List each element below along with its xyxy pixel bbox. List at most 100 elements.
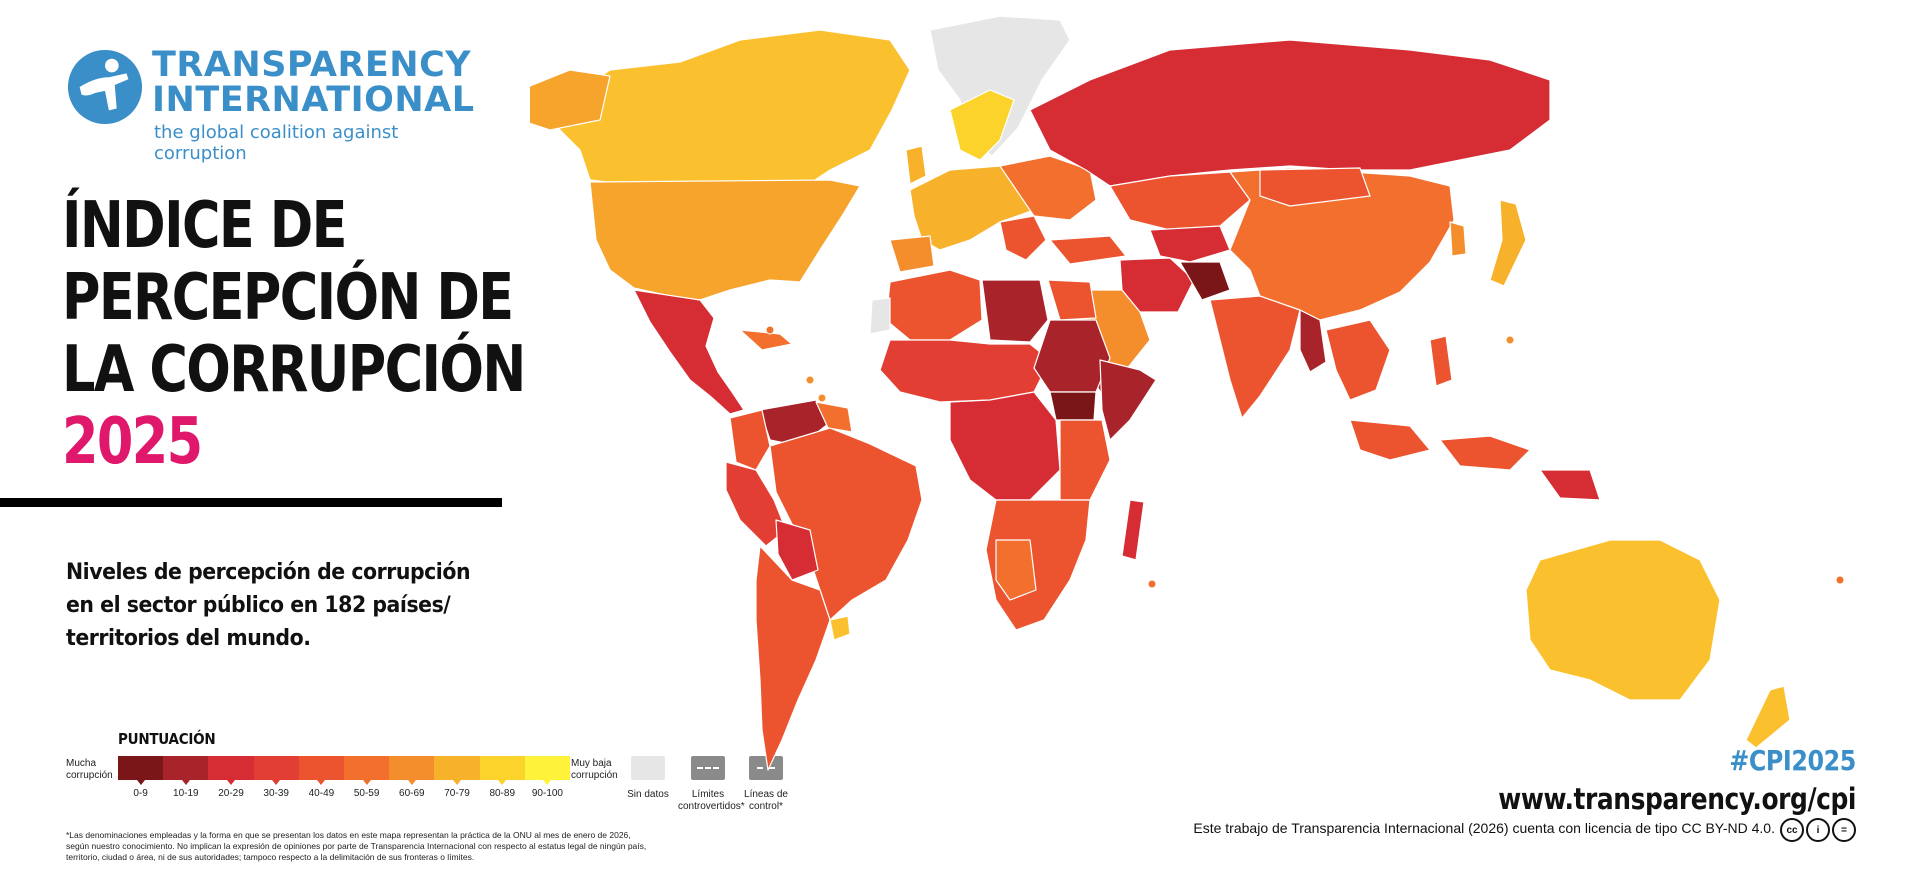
region-korea (1449, 221, 1467, 257)
island-marker (1505, 335, 1515, 345)
region-usa (589, 179, 861, 301)
nd-icon: = (1832, 818, 1856, 842)
logo-tagline: the global coalition against corruption (154, 122, 399, 164)
legend-ticks: 0-9 10-19 20-29 30-39 40-49 50-59 60-69 70-79 80… (118, 788, 570, 799)
region-kazakhstan (1109, 171, 1251, 231)
region-uk (905, 145, 927, 185)
region-greenland (929, 15, 1071, 157)
legend-tick-label: 70-79 (444, 788, 470, 799)
region-balkans (999, 215, 1047, 261)
region-peru (725, 461, 787, 547)
legend-swatch (163, 756, 209, 785)
legend-swatch (524, 756, 571, 785)
region-india (1209, 295, 1301, 419)
ti-logo-icon (67, 49, 143, 125)
title-line-1: ÍNDICE DE (62, 189, 347, 263)
legend-swatch (479, 756, 525, 785)
region-canada (547, 29, 911, 191)
region-western-sahara (869, 297, 891, 335)
region-uruguay (829, 615, 851, 641)
region-mongolia (1259, 167, 1371, 207)
page-title: ÍNDICE DE PERCEPCIÓN DE LA CORRUPCIÓN 20… (62, 189, 526, 479)
legend-disputed: Límites controvertidos* (678, 756, 745, 813)
region-madagascar (1121, 499, 1145, 561)
region-philippines (1429, 335, 1453, 387)
region-australia (1525, 539, 1721, 701)
footnote: *Las denominaciones empleadas y la forma… (66, 830, 647, 862)
disputed-label: Límites controvertidos* (678, 789, 745, 812)
region-russia (1029, 39, 1551, 187)
region-chile-argentina (755, 545, 831, 771)
region-turkey (1049, 235, 1127, 265)
island-marker (817, 393, 827, 403)
legend-color-scale (118, 756, 571, 785)
score-legend: PUNTUACIÓN Mucha corrupción Muy baja cor… (66, 730, 788, 830)
legend-swatch (389, 756, 435, 785)
legend-tick-label: 60-69 (399, 788, 425, 799)
legend-tick-label: 10-19 (173, 788, 199, 799)
region-east-africa (1059, 419, 1111, 501)
legend-swatch (253, 756, 299, 785)
region-bolivia (775, 519, 819, 581)
legend-swatch (298, 756, 345, 785)
region-sahel (879, 339, 1051, 403)
region-libya (981, 279, 1049, 343)
world-map (530, 15, 1845, 771)
region-japan (1489, 199, 1527, 287)
region-caribbean (739, 329, 793, 351)
disputed-swatch (691, 756, 725, 780)
region-iberia (889, 235, 935, 273)
legend-no-data: Sin datos (618, 756, 678, 801)
legend-swatch (208, 756, 254, 785)
title-line-3: LA CORRUPCIÓN (62, 333, 526, 407)
cc-license-icons: cc i = (1780, 818, 1856, 842)
legend-swatch (118, 756, 164, 785)
region-indochina (1325, 319, 1391, 401)
region-new-zealand (1745, 685, 1791, 749)
legend-tick-label: 80-89 (489, 788, 516, 799)
cc-icon: cc (1780, 818, 1804, 842)
legend-control: Líneas de control* (736, 756, 796, 813)
island-marker (765, 325, 775, 335)
title-line-2: PERCEPCIÓN DE (62, 261, 514, 335)
region-alaska (530, 69, 611, 131)
legend-tick-label: 20-29 (218, 788, 244, 799)
title-divider (0, 498, 502, 507)
region-colombia (729, 409, 771, 471)
no-data-swatch (631, 756, 665, 780)
no-data-label: Sin datos (627, 789, 669, 800)
legend-tick-label: 50-59 (353, 788, 380, 799)
region-mexico (633, 289, 745, 415)
region-egypt (1047, 279, 1097, 321)
region-sudan (1033, 319, 1111, 393)
legend-swatch (344, 756, 390, 785)
region-afghanistan (1179, 261, 1231, 301)
legend-tick-label: 90-100 (531, 788, 563, 799)
logo-name: TRANSPARENCY INTERNATIONAL (152, 45, 475, 120)
legend-swatch (434, 756, 480, 785)
legend-tick-label: 40-49 (308, 788, 335, 799)
region-indonesia (1349, 419, 1531, 471)
legend-tick-label: 30-39 (263, 788, 289, 799)
by-icon: i (1806, 818, 1830, 842)
island-marker (1147, 579, 1157, 589)
legend-tick-label: 0-9 (133, 788, 148, 799)
region-png (1539, 469, 1601, 501)
website-url[interactable]: www.transparency.org/cpi (1498, 782, 1856, 816)
hashtag: #CPI2025 (1729, 744, 1856, 777)
region-scandinavia (949, 89, 1015, 161)
title-year: 2025 (62, 405, 203, 479)
region-china (1229, 167, 1455, 321)
region-horn (1099, 359, 1157, 441)
region-north-africa-west (885, 269, 983, 341)
region-guianas (815, 401, 853, 433)
legend-low-label: Mucha corrupción (66, 758, 113, 781)
region-central-asia-south (1149, 225, 1231, 263)
region-namibia-botswana (995, 539, 1037, 601)
island-marker (1835, 575, 1845, 585)
license-text: Este trabajo de Transparencia Internacio… (1193, 820, 1775, 836)
region-central-africa (949, 391, 1061, 501)
control-label: Líneas de control* (744, 789, 788, 812)
region-south-sudan (1049, 391, 1097, 421)
legend-title: PUNTUACIÓN (118, 730, 216, 748)
